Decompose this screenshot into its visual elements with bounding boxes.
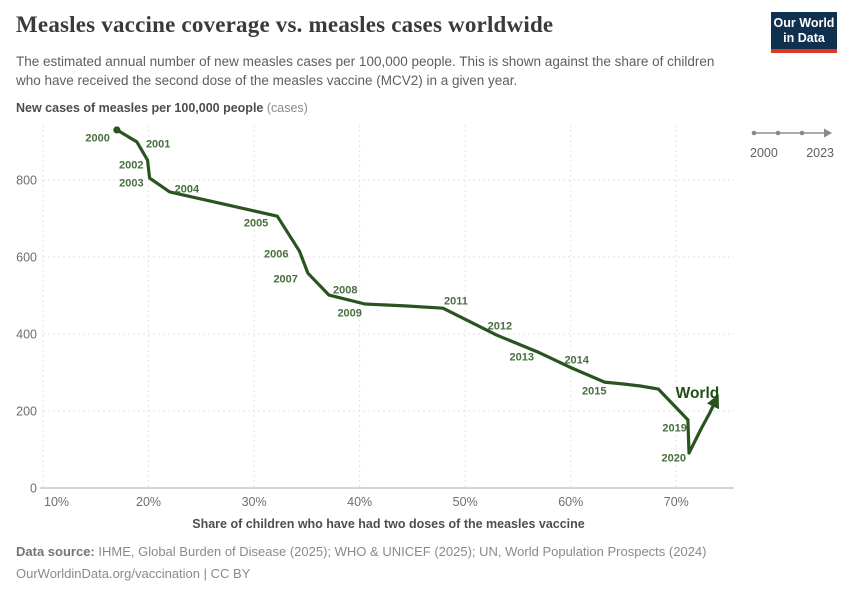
owid-logo-line2: in Data: [783, 30, 825, 45]
y-axis-unit-bold: New cases of measles per 100,000 people: [16, 101, 264, 115]
timeline-dot-start[interactable]: [751, 130, 757, 136]
year-label-2019: 2019: [662, 422, 686, 434]
y-axis-unit-light: (cases): [266, 101, 308, 115]
chart-subtitle: The estimated annual number of new measl…: [16, 54, 715, 89]
timeline-arrow-icon[interactable]: [824, 128, 832, 138]
series-start-dot[interactable]: [113, 126, 121, 134]
data-source-line: Data source: IHME, Global Burden of Dise…: [16, 541, 816, 563]
year-label-2003: 2003: [119, 178, 143, 190]
y-axis-unit-label: New cases of measles per 100,000 people …: [16, 101, 308, 115]
world-series-line[interactable]: [115, 128, 719, 455]
x-tick-50: 50%: [453, 495, 478, 509]
year-label-2015: 2015: [582, 386, 606, 398]
year-label-2006: 2006: [264, 249, 288, 261]
timeline-dot-mid1[interactable]: [775, 130, 781, 136]
year-label-2002: 2002: [119, 159, 143, 171]
owid-logo-line1: Our World: [773, 16, 835, 30]
chart-canvas[interactable]: 0 200 400 600 800 10% 20% 30% 40% 50% 60% 70% Share …: [0, 95, 850, 540]
y-tick-400: 400: [16, 328, 37, 342]
year-label-2004: 2004: [175, 183, 200, 195]
timeline-start-year[interactable]: 2000: [750, 146, 778, 160]
attribution-line: OurWorldinData.org/vaccination | CC BY: [16, 566, 251, 582]
chart-footer: Data source: IHME, Global Burden of Dise…: [16, 541, 816, 585]
year-label-2014: 2014: [564, 355, 589, 367]
x-axis-title: Share of children who have had two doses…: [192, 517, 585, 531]
year-label-2008: 2008: [333, 285, 357, 297]
x-tick-30: 30%: [242, 495, 267, 509]
y-tick-600: 600: [16, 251, 37, 265]
timeline-end-year[interactable]: 2023: [806, 146, 834, 160]
x-tick-20: 20%: [136, 495, 161, 509]
year-label-2000: 2000: [85, 132, 109, 144]
timeline-control[interactable]: 2000 2023: [750, 126, 834, 160]
year-label-2005: 2005: [244, 218, 268, 230]
x-tick-40: 40%: [347, 495, 372, 509]
year-label-2011: 2011: [444, 296, 468, 308]
y-tick-200: 200: [16, 405, 37, 419]
series-label-world: World: [676, 385, 720, 402]
data-source-text: IHME, Global Burden of Disease (2025); W…: [98, 544, 707, 559]
x-tick-70: 70%: [664, 495, 689, 509]
timeline-dot-mid2[interactable]: [799, 130, 805, 136]
owid-logo[interactable]: Our World in Data: [771, 12, 837, 53]
y-tick-0: 0: [30, 482, 37, 496]
x-tick-60: 60%: [558, 495, 583, 509]
year-label-2013: 2013: [510, 352, 534, 364]
year-label-2012: 2012: [488, 321, 512, 333]
data-source-label: Data source:: [16, 544, 95, 559]
year-label-2007: 2007: [273, 274, 297, 286]
page-title: Measles vaccine coverage vs. measles cas…: [16, 12, 554, 37]
year-label-2020: 2020: [661, 452, 685, 464]
y-tick-800: 800: [16, 174, 37, 188]
year-label-2001: 2001: [146, 138, 170, 150]
x-tick-10: 10%: [44, 495, 69, 509]
year-label-2009: 2009: [337, 307, 361, 319]
timeline-track[interactable]: [750, 127, 834, 139]
